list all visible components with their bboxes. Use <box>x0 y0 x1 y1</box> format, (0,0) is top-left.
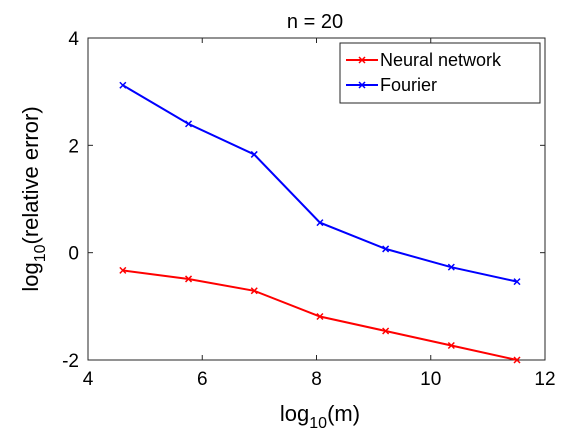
x-tick-label: 12 <box>534 369 555 390</box>
data-point-neural-network <box>447 341 455 350</box>
y-axis-label-arg: (relative error) <box>18 106 43 244</box>
legend: Neural network Fourier <box>339 42 541 104</box>
y-axis-label: log10(relative error) <box>18 106 49 291</box>
legend-items: Neural network Fourier <box>346 50 502 95</box>
series-neural-network <box>119 266 521 364</box>
data-point-fourier <box>119 81 127 89</box>
chart-title: n = 20 <box>287 11 343 33</box>
data-point-fourier <box>447 263 455 271</box>
legend-marker <box>358 56 366 64</box>
x-axis-label-base: log <box>280 401 309 426</box>
data-point-fourier <box>185 120 193 128</box>
data-point-fourier <box>382 245 390 253</box>
data-point-neural-network <box>185 275 193 283</box>
data-point-neural-network <box>382 327 390 335</box>
legend-marker <box>358 81 366 89</box>
x-tick-label: 6 <box>197 369 208 390</box>
data-point-neural-network <box>250 287 258 295</box>
y-tick-label: 2 <box>68 136 79 157</box>
legend-item-neural-network: Neural network <box>346 50 502 70</box>
y-axis-label-subscript: 10 <box>32 244 49 262</box>
x-axis-label: log10(m) <box>280 401 360 432</box>
legend-box <box>339 42 541 104</box>
series-fourier <box>119 81 521 286</box>
x-axis-label-subscript: 10 <box>309 415 327 432</box>
data-point-fourier <box>316 219 324 227</box>
y-axis-label-base: log <box>18 262 43 291</box>
y-tick-label: 4 <box>68 29 79 50</box>
y-tick-label: -2 <box>62 351 79 372</box>
x-axis-label-arg: (m) <box>327 401 360 426</box>
legend-label: Neural network <box>380 50 502 70</box>
x-tick-label: 4 <box>83 369 94 390</box>
data-point-fourier <box>250 150 258 158</box>
data-point-neural-network <box>316 312 324 321</box>
data-point-fourier <box>513 278 521 286</box>
axis-ticks: 4 6 8 10 12 -2 0 2 4 <box>62 29 555 390</box>
legend-label: Fourier <box>380 75 437 95</box>
y-tick-label: 0 <box>68 244 79 265</box>
legend-item-fourier: Fourier <box>346 75 437 95</box>
x-tick-label: 10 <box>420 369 441 390</box>
data-point-neural-network <box>513 356 521 364</box>
data-point-neural-network <box>119 266 127 274</box>
series-layer <box>119 81 521 364</box>
x-tick-label: 8 <box>311 369 322 390</box>
